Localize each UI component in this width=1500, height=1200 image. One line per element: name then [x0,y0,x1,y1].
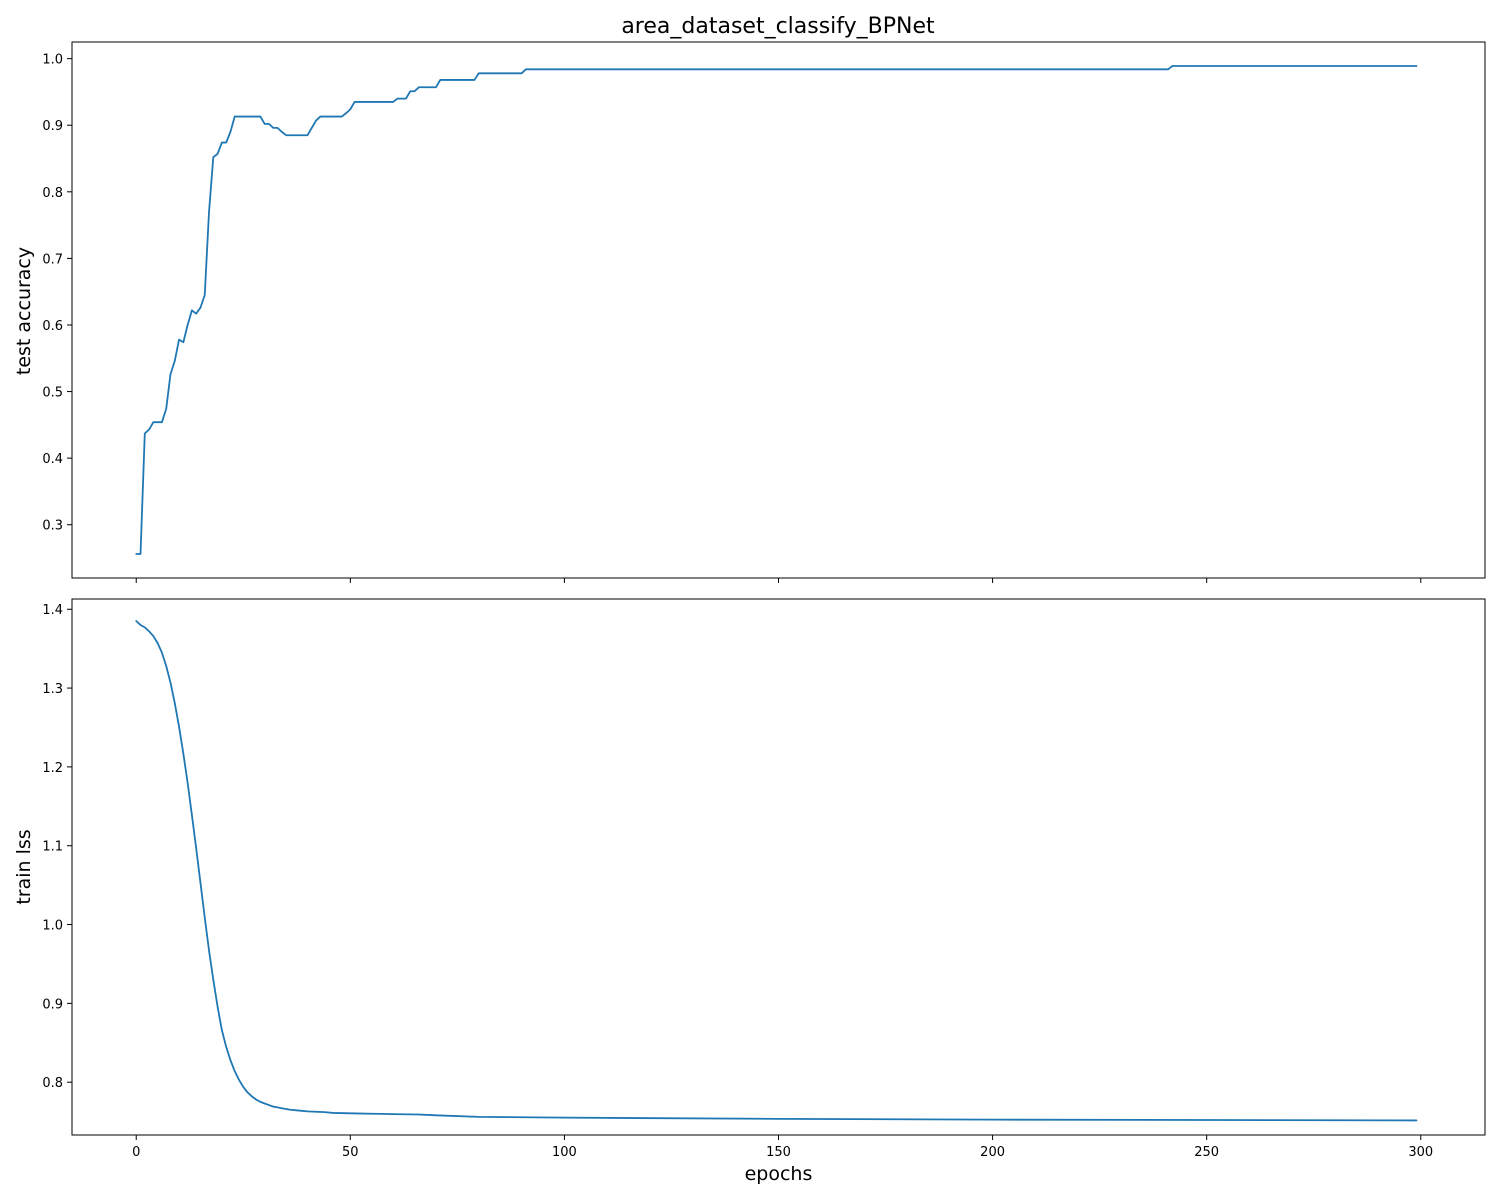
loss-subplot: 0 50 100 150 200 250 300 0.8 0.9 1.0 1.1 1.2 1.3 1.4 t… [13,598,1486,1185]
y-tick-label: 0.9 [42,119,63,134]
x-tick-label: 200 [980,1145,1005,1160]
series-line-train-loss [135,620,1418,1122]
y-tick-label: 0.8 [42,186,63,201]
y-tick-label: 0.8 [42,1076,63,1091]
y-tick-label: 0.4 [42,452,63,467]
y-tick-label: 1.3 [42,682,63,697]
x-tick-label: 0 [132,1145,140,1160]
y-tick-label: 1.0 [42,919,63,934]
series-line-test-accuracy [135,65,1418,555]
chart-title: area_dataset_classify_BPNet [621,14,935,39]
x-tick-label: 100 [552,1145,577,1160]
x-tick-label: 50 [342,1145,359,1160]
y-tick-label: 1.1 [42,840,63,855]
y-tick-label: 0.5 [42,386,63,401]
x-tick-label: 300 [1408,1145,1433,1160]
y-axis-label: train lss [13,829,35,904]
y-tick-label: 0.6 [42,319,63,334]
accuracy-subplot: 0.3 0.4 0.5 0.6 0.7 0.8 0.9 1.0 test accuracy [13,41,1486,583]
y-tick-label: 0.9 [42,997,63,1012]
y-tick-label: 0.7 [42,252,63,267]
y-tick-label: 0.3 [42,519,63,534]
y-tick-label: 1.2 [42,761,63,776]
x-axis-label: epochs [745,1163,813,1185]
y-tick-label: 1.4 [42,603,63,618]
y-tick-label: 1.0 [42,53,63,68]
y-axis-label: test accuracy [13,247,35,375]
x-tick-label: 250 [1194,1145,1219,1160]
x-tick-label: 150 [766,1145,791,1160]
